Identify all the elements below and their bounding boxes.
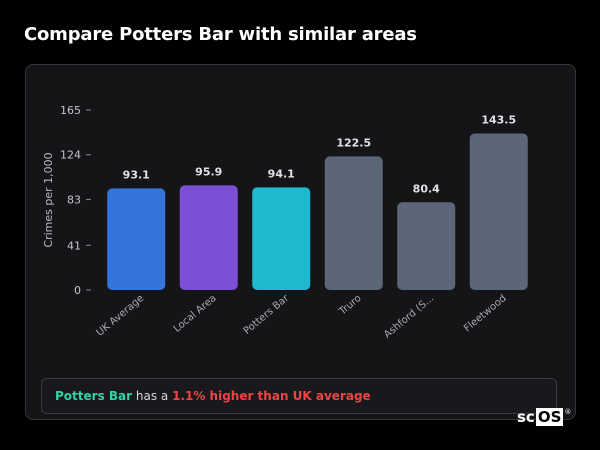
- x-category-label: Truro: [337, 293, 364, 318]
- bar: [324, 156, 383, 290]
- x-category-label: Fleetwood: [462, 293, 509, 335]
- brand-logo: sc OS ®: [517, 408, 571, 426]
- bar: [179, 185, 238, 290]
- bar-value-label: 95.9: [195, 165, 222, 178]
- x-category-label: Local Area: [172, 293, 219, 335]
- bar: [252, 187, 311, 290]
- summary-area-name: Potters Bar: [55, 389, 133, 403]
- x-category-label: Potters Bar: [242, 292, 292, 337]
- y-tick-label: 124: [60, 149, 81, 162]
- logo-prefix: sc: [517, 408, 535, 426]
- y-tick-label: 41: [67, 239, 81, 252]
- y-tick-label: 0: [74, 284, 81, 297]
- bar-value-label: 80.4: [413, 182, 440, 195]
- y-tick-label: 83: [67, 193, 81, 206]
- x-category-label: Ashford (S...: [382, 293, 436, 341]
- page-title: Compare Potters Bar with similar areas: [24, 24, 417, 45]
- summary-connector: has a: [132, 389, 173, 403]
- bar-value-label: 122.5: [336, 136, 371, 149]
- bar: [107, 188, 166, 290]
- bar-value-label: 94.1: [268, 167, 295, 180]
- logo-registered-mark: ®: [564, 408, 572, 416]
- y-tick-label: 165: [60, 104, 81, 117]
- bar: [469, 133, 528, 290]
- summary-difference: 1.1% higher than UK average: [172, 389, 371, 403]
- comparison-summary: Potters Bar has a 1.1% higher than UK av…: [41, 378, 557, 414]
- y-axis-label: Crimes per 1,000: [42, 152, 55, 247]
- bar-value-label: 93.1: [123, 168, 150, 181]
- bar-value-label: 143.5: [481, 113, 516, 126]
- bar: [397, 202, 456, 290]
- x-category-label: UK Average: [95, 293, 147, 339]
- logo-boxed: OS: [535, 408, 564, 426]
